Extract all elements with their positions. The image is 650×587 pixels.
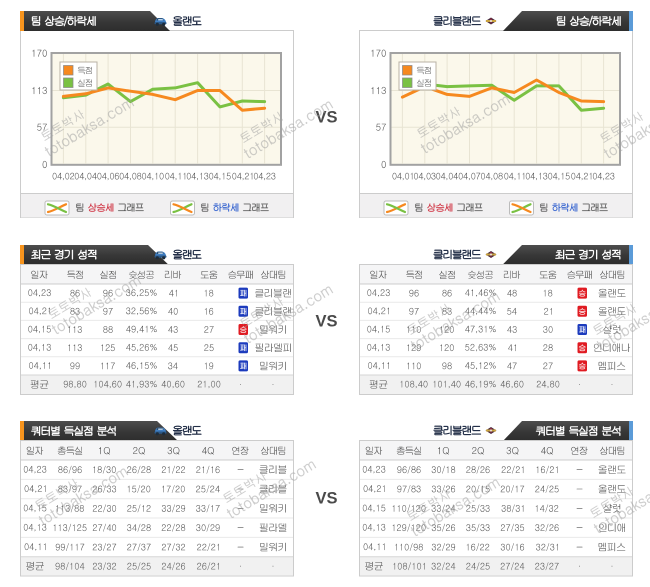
svg-text:VS: VS: [315, 489, 337, 507]
svg-text:VS: VS: [315, 108, 337, 126]
svg-text:VS: VS: [315, 313, 337, 331]
